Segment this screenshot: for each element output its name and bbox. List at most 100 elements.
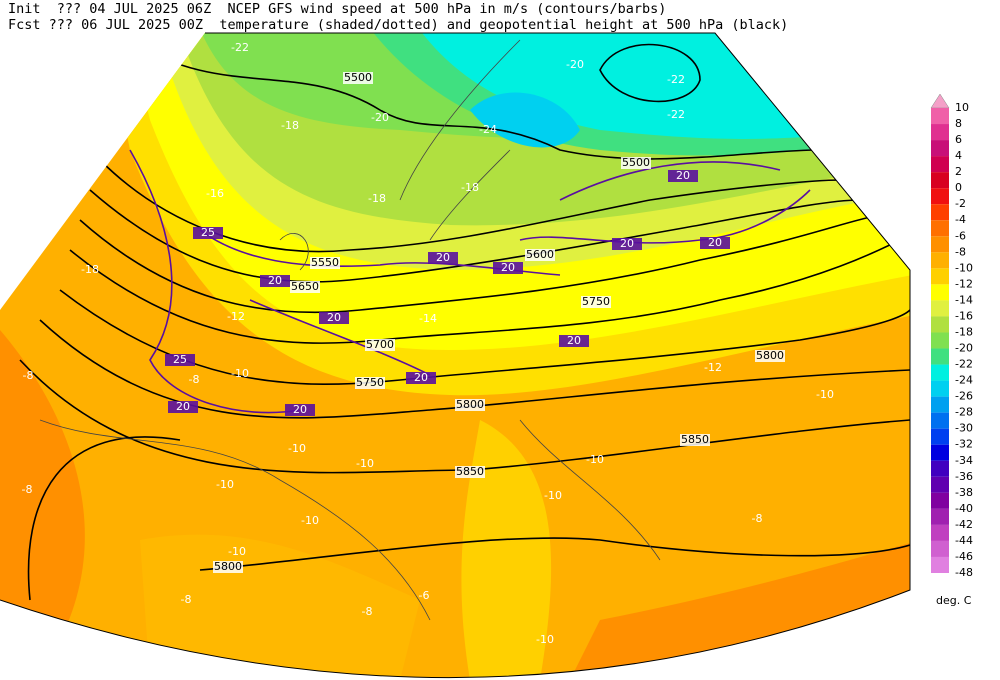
wind-label-box xyxy=(668,170,698,182)
colorbar-label: -4 xyxy=(955,213,966,226)
wind-label: 20 xyxy=(708,236,722,249)
height-label-box xyxy=(581,296,611,308)
temperature-label: -10 xyxy=(816,388,834,401)
height-label: 5650 xyxy=(291,280,319,293)
height-label-box xyxy=(525,249,555,261)
colorbar-label: -28 xyxy=(955,406,973,419)
colorbar-label: 8 xyxy=(955,117,962,130)
colorbar-swatch xyxy=(931,140,949,157)
colorbar-swatch xyxy=(931,316,949,333)
temperature-label: -8 xyxy=(189,373,200,386)
temperature-label: -6 xyxy=(419,589,430,602)
height-label: 5600 xyxy=(526,248,554,261)
colorbar-swatch xyxy=(931,396,949,413)
temperature-label: -8 xyxy=(362,605,373,618)
height-label-box xyxy=(343,72,373,84)
colorbar-label: 10 xyxy=(955,101,969,114)
height-label: 5700 xyxy=(366,338,394,351)
temperature-label: -10 xyxy=(288,442,306,455)
colorbar-swatch xyxy=(931,524,949,541)
temperature-label: -18 xyxy=(81,263,99,276)
colorbar-label: 2 xyxy=(955,165,962,178)
wind-label-box xyxy=(193,227,223,239)
height-label-box xyxy=(455,466,485,478)
colorbar-label: -16 xyxy=(955,309,973,322)
height-label: 5850 xyxy=(681,433,709,446)
wind-label: 20 xyxy=(176,400,190,413)
colorbar-label: -26 xyxy=(955,390,973,403)
temperature-label: -12 xyxy=(227,310,245,323)
temperature-label: -8 xyxy=(181,593,192,606)
temperature-label: -18 xyxy=(368,192,386,205)
colorbar-swatch xyxy=(931,300,949,317)
wind-label: 20 xyxy=(327,311,341,324)
colorbar-label: -18 xyxy=(955,325,973,338)
colorbar-label: -42 xyxy=(955,518,973,531)
colorbar-swatch xyxy=(931,444,949,461)
wind-label-box xyxy=(700,237,730,249)
colorbar-swatch xyxy=(931,540,949,557)
colorbar-label: -32 xyxy=(955,438,973,451)
colorbar-label: -12 xyxy=(955,277,973,290)
temperature-label: -10 xyxy=(301,514,319,527)
colorbar-swatch xyxy=(931,332,949,349)
colorbar-label: -22 xyxy=(955,358,973,371)
wind-label-box xyxy=(285,404,315,416)
header-line: Init ??? 04 JUL 2025 06Z NCEP GFS wind s… xyxy=(8,1,667,17)
colorbar-arrow xyxy=(930,93,950,109)
wind-label-box xyxy=(493,262,523,274)
colorbar-swatch xyxy=(931,412,949,429)
temperature-label: -10 xyxy=(544,489,562,502)
height-label-box xyxy=(290,281,320,293)
colorbar-swatch xyxy=(931,156,949,173)
wind-label-box xyxy=(406,372,436,384)
colorbar-swatch xyxy=(931,220,949,237)
colorbar-swatch xyxy=(931,492,949,509)
wind-label: 20 xyxy=(676,169,690,182)
colorbar-swatch xyxy=(931,236,949,253)
height-label: 5500 xyxy=(344,71,372,84)
wind-label: 20 xyxy=(501,261,515,274)
colorbar-swatch xyxy=(931,204,949,221)
height-label-box xyxy=(680,434,710,446)
height-label-box xyxy=(455,399,485,411)
temperature-label: -22 xyxy=(231,41,249,54)
temperature-label: -8 xyxy=(23,369,34,382)
temperature-label: -18 xyxy=(281,119,299,132)
colorbar-swatch xyxy=(931,108,949,125)
height-label: 5550 xyxy=(311,256,339,269)
temperature-label: -10 xyxy=(228,545,246,558)
temperature-label: -10 xyxy=(586,453,604,466)
colorbar-label: -24 xyxy=(955,374,973,387)
wind-label-box xyxy=(612,238,642,250)
height-label: 5800 xyxy=(456,398,484,411)
colorbar-label: 0 xyxy=(955,181,962,194)
wind-label-box xyxy=(559,335,589,347)
temperature-label: -22 xyxy=(667,108,685,121)
wind-label: 20 xyxy=(436,251,450,264)
height-label: 5800 xyxy=(756,349,784,362)
colorbar-label: -2 xyxy=(955,197,966,210)
colorbar-swatch xyxy=(931,428,949,445)
height-label: 5800 xyxy=(214,560,242,573)
colorbar-swatch xyxy=(931,508,949,525)
header-line: Fcst ??? 06 JUL 2025 00Z temperature (sh… xyxy=(8,17,789,33)
temperature-label: -22 xyxy=(667,73,685,86)
wind-label: 20 xyxy=(268,274,282,287)
temperature-label: -18 xyxy=(461,181,479,194)
temperature-label: -24 xyxy=(479,123,497,136)
wind-label: 25 xyxy=(173,353,187,366)
temperature-label: -10 xyxy=(356,457,374,470)
temperature-label: -10 xyxy=(216,478,234,491)
colorbar-swatch xyxy=(931,556,949,573)
wind-label-box xyxy=(260,275,290,287)
height-label-box xyxy=(755,350,785,362)
height-label-box xyxy=(621,157,651,169)
colorbar-label: -8 xyxy=(955,245,966,258)
colorbar-label: -38 xyxy=(955,486,973,499)
height-label: 5750 xyxy=(356,376,384,389)
height-label: 5750 xyxy=(582,295,610,308)
wind-label-box xyxy=(168,401,198,413)
colorbar-swatch xyxy=(931,364,949,381)
colorbar-swatch xyxy=(931,380,949,397)
